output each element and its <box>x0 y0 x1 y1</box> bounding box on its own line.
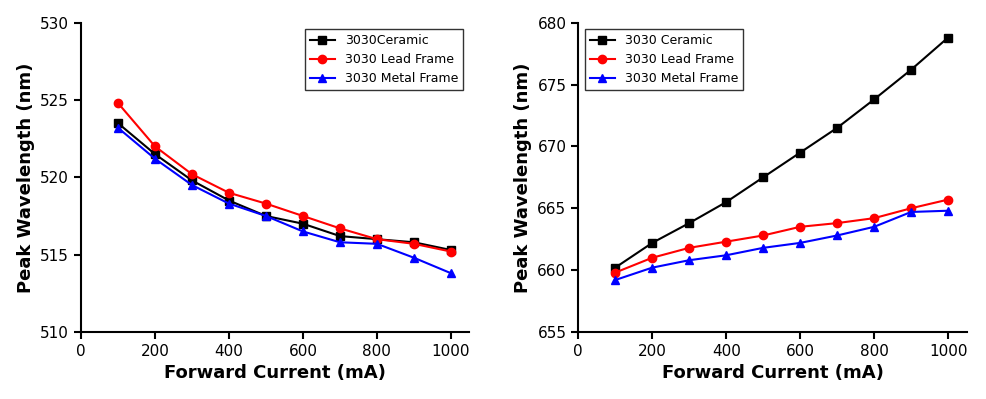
3030 Lead Frame <box>186 172 198 177</box>
3030 Metal Frame <box>149 156 161 161</box>
3030 Lead Frame <box>408 241 420 246</box>
3030 Metal Frame <box>721 253 733 258</box>
3030 Lead Frame <box>869 216 880 221</box>
3030 Lead Frame <box>149 144 161 149</box>
3030 Metal Frame <box>445 271 457 276</box>
Line: 3030 Lead Frame: 3030 Lead Frame <box>113 99 456 256</box>
3030 Lead Frame <box>943 197 954 202</box>
3030 Metal Frame <box>869 224 880 229</box>
3030Ceramic <box>334 234 346 239</box>
Y-axis label: Peak Wavelength (nm): Peak Wavelength (nm) <box>17 62 35 292</box>
3030Ceramic <box>260 213 272 218</box>
3030 Ceramic <box>721 200 733 204</box>
3030 Ceramic <box>795 150 807 155</box>
X-axis label: Forward Current (mA): Forward Current (mA) <box>165 364 387 382</box>
3030Ceramic <box>223 198 235 203</box>
Legend: 3030Ceramic, 3030 Lead Frame, 3030 Metal Frame: 3030Ceramic, 3030 Lead Frame, 3030 Metal… <box>305 29 463 91</box>
3030 Ceramic <box>869 97 880 102</box>
3030 Metal Frame <box>795 241 807 245</box>
3030 Ceramic <box>943 35 954 40</box>
3030 Metal Frame <box>683 258 695 263</box>
3030 Lead Frame <box>905 206 917 211</box>
3030Ceramic <box>149 152 161 156</box>
3030 Lead Frame <box>334 226 346 231</box>
3030Ceramic <box>408 240 420 245</box>
3030 Metal Frame <box>260 213 272 218</box>
3030 Ceramic <box>757 175 769 180</box>
X-axis label: Forward Current (mA): Forward Current (mA) <box>662 364 883 382</box>
3030 Lead Frame <box>112 101 124 105</box>
3030 Lead Frame <box>609 270 621 275</box>
3030 Metal Frame <box>905 209 917 214</box>
Legend: 3030 Ceramic, 3030 Lead Frame, 3030 Metal Frame: 3030 Ceramic, 3030 Lead Frame, 3030 Meta… <box>585 29 742 91</box>
Line: 3030 Ceramic: 3030 Ceramic <box>611 34 952 272</box>
3030 Lead Frame <box>757 233 769 238</box>
Line: 3030 Lead Frame: 3030 Lead Frame <box>611 196 952 277</box>
Line: 3030Ceramic: 3030Ceramic <box>113 119 456 254</box>
3030 Metal Frame <box>757 245 769 250</box>
3030 Ceramic <box>831 125 843 130</box>
3030Ceramic <box>186 178 198 183</box>
3030 Ceramic <box>905 67 917 72</box>
3030 Metal Frame <box>831 233 843 238</box>
3030 Metal Frame <box>408 255 420 260</box>
3030 Ceramic <box>646 241 658 245</box>
3030Ceramic <box>445 248 457 253</box>
3030 Metal Frame <box>186 183 198 188</box>
3030 Metal Frame <box>371 241 383 246</box>
3030Ceramic <box>112 121 124 126</box>
Y-axis label: Peak Wavelength (nm): Peak Wavelength (nm) <box>514 62 531 292</box>
3030 Lead Frame <box>795 224 807 229</box>
3030 Metal Frame <box>112 125 124 130</box>
3030 Lead Frame <box>371 237 383 241</box>
3030 Metal Frame <box>646 265 658 270</box>
3030 Ceramic <box>683 221 695 225</box>
3030 Lead Frame <box>831 221 843 225</box>
3030 Lead Frame <box>445 249 457 254</box>
3030 Lead Frame <box>721 239 733 244</box>
3030 Metal Frame <box>943 208 954 213</box>
Line: 3030 Metal Frame: 3030 Metal Frame <box>611 207 952 284</box>
3030 Metal Frame <box>609 278 621 282</box>
3030 Lead Frame <box>683 245 695 250</box>
3030 Lead Frame <box>223 190 235 195</box>
3030 Lead Frame <box>260 201 272 206</box>
3030Ceramic <box>297 221 309 226</box>
3030 Lead Frame <box>646 255 658 260</box>
3030 Metal Frame <box>223 201 235 206</box>
3030 Ceramic <box>609 265 621 270</box>
Line: 3030 Metal Frame: 3030 Metal Frame <box>113 124 456 277</box>
3030 Metal Frame <box>297 229 309 234</box>
3030 Lead Frame <box>297 213 309 218</box>
3030Ceramic <box>371 237 383 241</box>
3030 Metal Frame <box>334 240 346 245</box>
